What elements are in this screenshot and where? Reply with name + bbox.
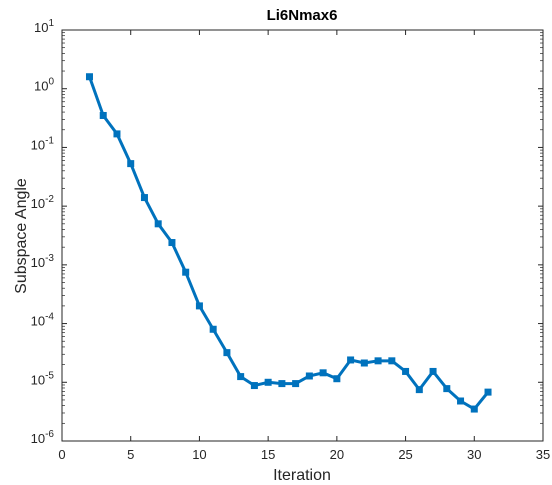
data-point-marker <box>223 349 231 357</box>
data-point-marker <box>154 220 162 228</box>
y-tick-label-base: 10 <box>31 196 45 211</box>
y-tick-label-base: 10 <box>31 137 45 152</box>
chart-title: Li6Nmax6 <box>267 7 338 24</box>
y-tick-label-exponent: 0 <box>48 77 54 88</box>
data-point-marker <box>250 382 258 390</box>
data-point-marker <box>113 130 121 138</box>
x-tick-label: 35 <box>536 447 550 462</box>
y-tick-label-base: 10 <box>31 255 45 270</box>
data-point-marker <box>278 380 286 388</box>
x-tick-label: 25 <box>398 447 412 462</box>
y-tick-label: 10-6 <box>31 429 55 446</box>
y-axis-title: Subspace Angle <box>13 178 30 294</box>
data-point-marker <box>388 357 396 365</box>
y-tick-label-exponent: -4 <box>45 312 54 323</box>
data-point-marker <box>443 385 451 393</box>
data-point-marker <box>470 405 478 413</box>
series-layer <box>85 73 492 413</box>
x-tick-label: 30 <box>467 447 481 462</box>
y-tick-label: 10-5 <box>31 370 55 387</box>
data-point-marker <box>484 388 492 396</box>
y-tick-label-base: 10 <box>31 372 45 387</box>
y-tick-label-base: 10 <box>34 20 48 35</box>
y-tick-label-exponent: -5 <box>45 370 54 381</box>
data-point-marker <box>305 372 313 380</box>
x-tick-label: 10 <box>192 447 206 462</box>
data-point-marker <box>195 302 203 310</box>
data-point-marker <box>319 369 327 377</box>
data-point-marker <box>127 160 135 168</box>
y-tick-label-base: 10 <box>34 79 48 94</box>
y-tick-label-exponent: -1 <box>45 135 54 146</box>
y-tick-label-base: 10 <box>31 431 45 446</box>
plot-area-box <box>61 29 544 442</box>
data-point-marker <box>237 373 245 381</box>
x-tick-label: 15 <box>261 447 275 462</box>
data-point-marker <box>209 325 217 333</box>
x-tick-label: 20 <box>330 447 344 462</box>
x-axis-ticks: 0 5 10 15 20 25 30 35 <box>58 30 550 462</box>
y-tick-label-exponent: -3 <box>45 253 54 264</box>
y-tick-label: 10-3 <box>31 253 55 270</box>
data-point-marker <box>264 378 272 386</box>
y-tick-label: 10-2 <box>31 194 55 211</box>
data-point-marker <box>360 359 368 367</box>
data-point-marker <box>292 380 300 388</box>
y-tick-label: 10-4 <box>31 312 55 329</box>
data-point-marker <box>99 111 107 119</box>
data-point-marker <box>140 194 148 202</box>
y-tick-label-base: 10 <box>31 314 45 329</box>
data-point-marker <box>85 73 93 81</box>
y-tick-label: 10-1 <box>31 135 55 152</box>
plot-frame <box>61 29 544 442</box>
data-point-marker <box>168 239 176 247</box>
x-tick-label: 0 <box>58 447 65 462</box>
data-point-marker <box>374 357 382 365</box>
y-tick-label-exponent: 1 <box>48 18 54 29</box>
y-tick-label: 100 <box>34 77 54 94</box>
y-tick-label-exponent: -2 <box>45 194 54 205</box>
data-point-marker <box>415 386 423 394</box>
data-point-marker <box>347 356 355 364</box>
data-point-marker <box>402 367 410 375</box>
data-point-marker <box>429 367 437 375</box>
data-point-marker <box>457 397 465 405</box>
data-point-marker <box>182 268 190 276</box>
y-tick-label: 101 <box>34 18 54 35</box>
x-tick-label: 5 <box>127 447 134 462</box>
x-axis-title: Iteration <box>273 467 331 484</box>
y-tick-label-exponent: -6 <box>45 429 54 440</box>
data-point-marker <box>333 375 341 383</box>
